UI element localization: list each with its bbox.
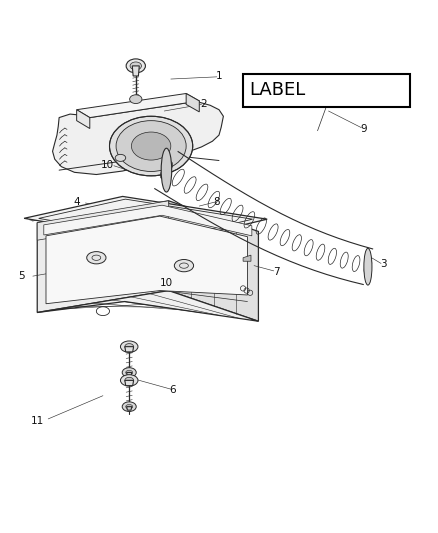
Polygon shape [37,290,258,321]
Ellipse shape [115,155,126,161]
Ellipse shape [122,368,136,377]
Polygon shape [127,407,132,410]
Polygon shape [169,201,258,321]
Text: 7: 7 [272,266,279,277]
Ellipse shape [130,95,142,103]
Polygon shape [37,201,169,312]
Polygon shape [125,381,134,386]
Ellipse shape [126,59,145,73]
Polygon shape [132,66,139,76]
Text: LABEL: LABEL [250,81,306,99]
Text: 6: 6 [170,385,177,395]
Ellipse shape [161,148,172,192]
Ellipse shape [131,132,171,160]
Ellipse shape [87,252,106,264]
Text: 10: 10 [160,278,173,288]
Text: 9: 9 [360,124,367,134]
Text: 10: 10 [101,160,114,170]
Text: 2: 2 [200,99,207,109]
Polygon shape [186,93,199,112]
Polygon shape [243,255,251,261]
Ellipse shape [126,405,133,409]
Text: 5: 5 [18,271,25,281]
Ellipse shape [120,375,138,386]
Polygon shape [77,110,90,128]
Ellipse shape [174,260,194,272]
Polygon shape [127,373,132,376]
Ellipse shape [116,120,186,172]
Text: 4: 4 [73,197,80,207]
Text: 11: 11 [31,416,44,426]
Text: 1: 1 [215,71,223,81]
Ellipse shape [110,116,193,176]
Text: 3: 3 [380,260,387,269]
Ellipse shape [122,402,136,411]
Ellipse shape [125,344,134,350]
Polygon shape [53,101,223,174]
Polygon shape [77,93,199,118]
Text: 8: 8 [213,197,220,207]
Polygon shape [44,205,252,236]
Ellipse shape [125,377,134,383]
Bar [243,74,410,107]
Polygon shape [24,197,267,243]
Ellipse shape [364,248,372,285]
Ellipse shape [126,370,133,375]
Polygon shape [37,201,169,240]
Ellipse shape [120,341,138,352]
Polygon shape [46,216,247,304]
Polygon shape [125,346,134,352]
Ellipse shape [130,62,141,70]
